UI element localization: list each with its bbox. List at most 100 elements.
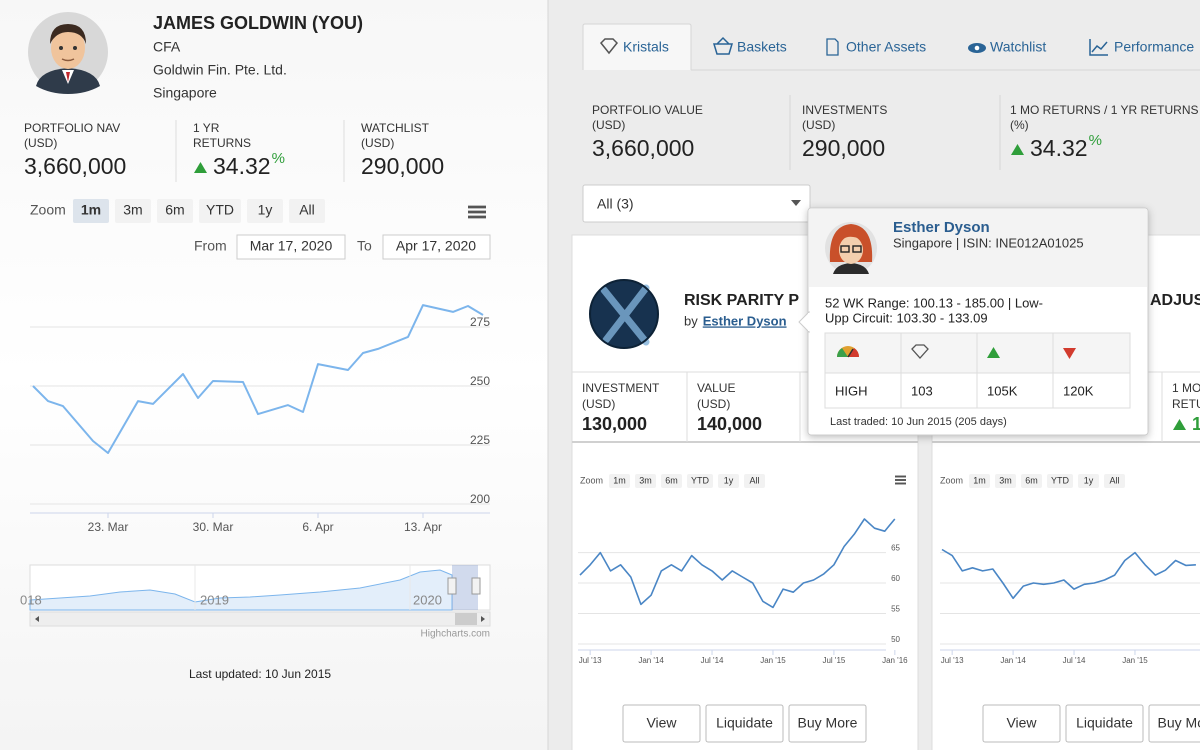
up-arrow (1173, 419, 1186, 430)
tab[interactable]: Performance (1114, 39, 1194, 55)
tab[interactable]: Watchlist (990, 39, 1046, 55)
to-date: Apr 17, 2020 (396, 238, 476, 254)
zoom-button[interactable] (1047, 474, 1073, 488)
x-tick-label: 13. Apr (404, 520, 442, 534)
action-button-label: Liquidate (716, 715, 773, 731)
action-button[interactable] (982, 704, 1061, 743)
x-tick-label: Jan '15 (1122, 656, 1148, 665)
zoom-button[interactable] (635, 474, 656, 488)
action-button[interactable] (1065, 704, 1144, 743)
navigator-label: 2020 (413, 592, 442, 607)
action-button[interactable] (622, 704, 701, 743)
stat-unit: (USD) (697, 397, 730, 411)
stat-value: 3,660,000 (24, 153, 126, 179)
gauge-icon (837, 348, 848, 357)
stat-suffix: % (1089, 132, 1102, 149)
x-tick-label: Jul '15 (822, 656, 845, 665)
zoom-button[interactable] (157, 199, 193, 223)
tooltip-range: Upp Circuit: 103.30 - 133.09 (825, 310, 988, 325)
card-author[interactable]: Esther Dyson (703, 313, 787, 328)
date-input[interactable] (236, 234, 346, 260)
stat-label: PORTFOLIO NAV (24, 121, 120, 135)
tab[interactable]: Kristals (623, 39, 669, 55)
scrollbar-thumb[interactable] (455, 613, 477, 625)
navigator-handle[interactable] (447, 577, 457, 595)
profile-company: Goldwin Fin. Pte. Ltd. (153, 62, 287, 78)
action-button-label: View (646, 715, 677, 731)
tab-icon (974, 45, 980, 51)
x-tick-label: Jan '15 (760, 656, 786, 665)
zoom-button[interactable] (718, 474, 739, 488)
zoom-button[interactable] (289, 199, 325, 223)
action-button[interactable] (788, 704, 867, 743)
tooltip-avatar (839, 235, 863, 244)
zoom-button[interactable] (744, 474, 765, 488)
zoom-button[interactable] (1078, 474, 1099, 488)
from-date: Mar 17, 2020 (250, 238, 333, 254)
tooltip-avatar (840, 245, 850, 253)
diamond-icon (911, 344, 929, 359)
zoom-button[interactable] (995, 474, 1016, 488)
zoom-button-label: 3m (999, 475, 1012, 485)
zoom-button[interactable] (73, 199, 109, 223)
stat-value: 290,000 (802, 135, 885, 161)
zoom-button[interactable] (661, 474, 682, 488)
action-button[interactable] (1148, 704, 1200, 743)
zoom-button[interactable] (199, 199, 241, 223)
stat-label: RETURNS (1137, 103, 1198, 117)
stat-label: 1 MO RETURNS / (1010, 103, 1111, 117)
zoom-button-label: 6m (165, 202, 184, 218)
profile-location: Singapore (153, 85, 217, 101)
date-input[interactable] (382, 234, 491, 260)
scrollbar[interactable] (29, 611, 491, 627)
stat-unit: RETURNS (193, 136, 251, 150)
zoom-label: Zoom (30, 202, 66, 218)
zoom-button-label: 1y (1084, 475, 1094, 485)
zoom-button[interactable] (609, 474, 630, 488)
zoom-label: Zoom (580, 475, 603, 485)
tab-icon (1089, 39, 1108, 56)
stat-suffix: % (272, 150, 285, 167)
zoom-button-label: 3m (123, 202, 142, 218)
tab[interactable]: Other Assets (846, 39, 926, 55)
stat-label: PORTFOLIO VALUE (592, 103, 703, 117)
zoom-button[interactable] (969, 474, 990, 488)
price-line (941, 548, 1196, 600)
x-tick-label: 30. Mar (193, 520, 234, 534)
price-line (32, 304, 484, 454)
card-title: RISK PARITY P (684, 292, 799, 309)
stat-label: VALUE (697, 381, 735, 395)
to-label: To (357, 238, 372, 254)
zoom-button-label: 6m (1025, 475, 1038, 485)
tooltip-avatar (852, 245, 862, 253)
stat-unit: (USD) (582, 397, 615, 411)
zoom-button[interactable] (247, 199, 283, 223)
zoom-label: Zoom (940, 475, 963, 485)
tooltip-name: Esther Dyson (893, 219, 990, 236)
x-tick-label: 6. Apr (302, 520, 333, 534)
stat-value: 290,000 (361, 153, 444, 179)
active-tab (582, 23, 692, 70)
stat-label: 1 YR (1111, 103, 1138, 117)
tab[interactable]: Baskets (737, 39, 787, 55)
profile-name: JAMES GOLDWIN (YOU) (153, 13, 363, 33)
tooltip-range: 52 WK Range: 100.13 - 185.00 | Low- (825, 295, 1043, 310)
zoom-button-label: All (749, 475, 759, 485)
scroll-arrow (481, 616, 485, 622)
avatar (28, 12, 108, 94)
tooltip-cell: 105K (987, 383, 1018, 398)
dropdown[interactable] (582, 184, 811, 223)
zoom-button[interactable] (115, 199, 151, 223)
zoom-button[interactable] (687, 474, 713, 488)
credit: Highcharts.com (421, 629, 490, 640)
action-button[interactable] (705, 704, 784, 743)
x-tick-label: 23. Mar (88, 520, 129, 534)
zoom-button[interactable] (1021, 474, 1042, 488)
stat-value: 34.32 (213, 153, 271, 179)
y-tick-label: 225 (470, 433, 490, 447)
navigator-handle[interactable] (471, 577, 481, 595)
zoom-button[interactable] (1104, 474, 1125, 488)
zoom-button-label: 1m (613, 475, 626, 485)
zoom-button-label: 1m (81, 202, 101, 218)
